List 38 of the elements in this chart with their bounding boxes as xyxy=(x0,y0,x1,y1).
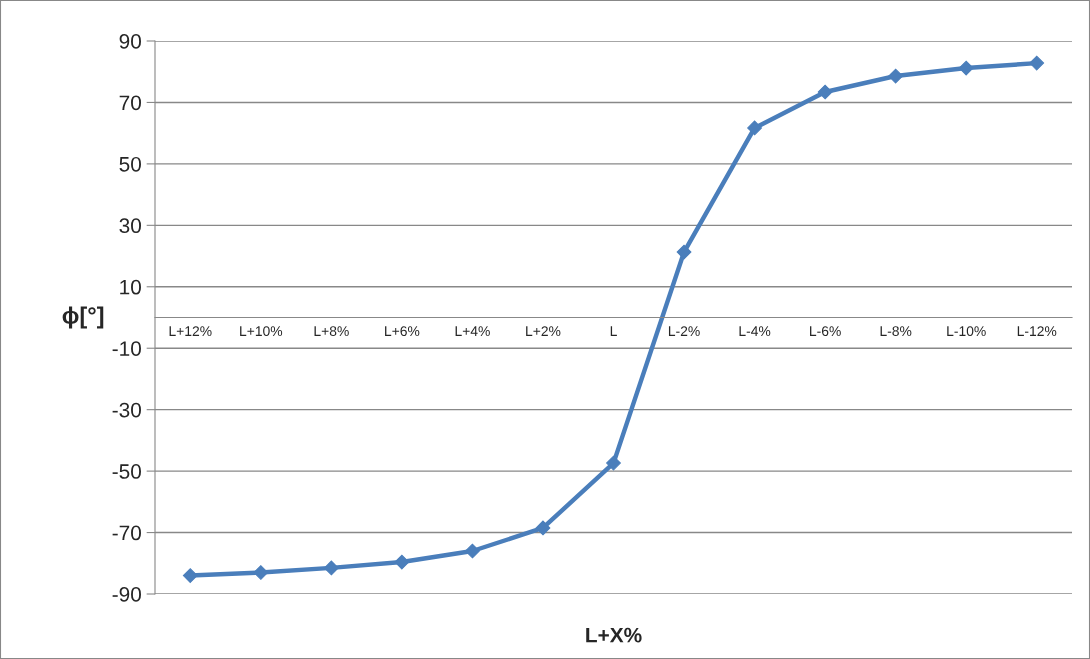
x-tick-label: L+4% xyxy=(455,326,490,336)
y-tick-label: 50 xyxy=(119,156,141,172)
point xyxy=(1029,55,1045,71)
y-tick-label: 30 xyxy=(119,218,141,234)
x-tick-label: L+10% xyxy=(240,326,283,337)
point xyxy=(535,520,551,536)
x-tick-label: L+8% xyxy=(314,326,349,337)
y-tick-label: -30 xyxy=(112,402,141,418)
point xyxy=(888,68,904,84)
point xyxy=(817,84,833,100)
y-tick-label: 90 xyxy=(119,34,141,49)
x-tick-label: L+6% xyxy=(385,326,420,337)
point xyxy=(182,568,198,583)
y-tick-label: 10 xyxy=(120,279,141,295)
y-tick-label: -70 xyxy=(112,525,141,541)
point xyxy=(606,455,621,471)
y-tick-label: 70 xyxy=(119,95,141,111)
point xyxy=(747,120,762,136)
y-tick-label: -50 xyxy=(112,464,141,479)
y-tick-label: -90 xyxy=(112,587,141,602)
point xyxy=(676,244,692,260)
x-tick-label: L-6% xyxy=(810,326,841,337)
point xyxy=(958,60,974,76)
x-tick-label: L-8% xyxy=(880,326,912,337)
point xyxy=(394,554,410,570)
y-tick-label: -10 xyxy=(112,341,141,356)
x-tick-label: L+2% xyxy=(526,326,561,336)
x-axis-title: L+X% xyxy=(586,627,642,643)
point xyxy=(465,543,480,559)
point xyxy=(323,560,339,576)
x-tick-label: L xyxy=(610,326,617,336)
x-tick-label: L-10% xyxy=(947,326,986,337)
x-tick-label: L-2% xyxy=(668,326,700,336)
x-tick-label: L+12% xyxy=(169,326,212,336)
x-tick-label: L-4% xyxy=(739,326,771,336)
y-axis-title: ϕ[°] xyxy=(62,306,104,329)
point xyxy=(253,565,269,580)
x-tick-label: L-12% xyxy=(1017,326,1057,336)
